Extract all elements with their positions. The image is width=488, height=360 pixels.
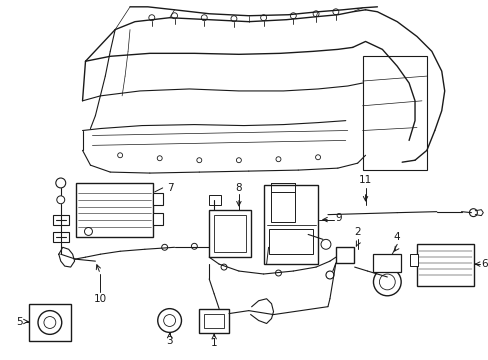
Circle shape <box>157 156 162 161</box>
Bar <box>373 254 400 272</box>
Bar <box>263 185 317 264</box>
Circle shape <box>468 209 476 217</box>
Circle shape <box>163 315 175 327</box>
Circle shape <box>315 155 320 160</box>
Bar <box>268 229 312 254</box>
Bar <box>209 195 221 205</box>
Circle shape <box>162 244 167 250</box>
Circle shape <box>57 196 64 204</box>
Bar <box>416 244 473 286</box>
Bar <box>152 193 163 205</box>
Text: 2: 2 <box>354 228 360 237</box>
Bar <box>209 210 250 257</box>
Text: 3: 3 <box>166 336 173 346</box>
Bar <box>199 309 228 333</box>
Circle shape <box>201 15 207 21</box>
Bar <box>335 247 353 263</box>
Circle shape <box>332 9 338 15</box>
Circle shape <box>158 309 181 332</box>
Circle shape <box>118 153 122 158</box>
Bar <box>270 192 295 221</box>
Text: 4: 4 <box>393 232 400 242</box>
Circle shape <box>325 271 333 279</box>
Circle shape <box>275 270 281 276</box>
Circle shape <box>373 268 400 296</box>
Circle shape <box>320 239 330 249</box>
Text: 7: 7 <box>166 183 173 193</box>
Text: 5: 5 <box>17 316 23 327</box>
Bar <box>204 314 224 328</box>
Text: 10: 10 <box>94 294 107 304</box>
Bar <box>76 183 152 237</box>
Circle shape <box>221 264 226 270</box>
Text: 6: 6 <box>480 259 487 269</box>
Circle shape <box>191 243 197 249</box>
Circle shape <box>290 13 296 19</box>
Bar <box>362 56 426 170</box>
Circle shape <box>197 158 202 163</box>
Circle shape <box>312 11 318 17</box>
Bar <box>53 215 68 225</box>
Text: 11: 11 <box>358 175 371 185</box>
Circle shape <box>379 274 394 290</box>
Circle shape <box>171 13 177 19</box>
Bar <box>214 215 245 252</box>
Bar <box>409 254 417 266</box>
Circle shape <box>236 158 241 163</box>
Circle shape <box>38 311 61 334</box>
Bar <box>152 213 163 225</box>
Circle shape <box>148 15 155 21</box>
Circle shape <box>84 228 92 235</box>
Bar <box>53 233 68 242</box>
Bar <box>29 304 70 341</box>
Circle shape <box>230 16 236 22</box>
Circle shape <box>275 157 281 162</box>
Circle shape <box>44 316 56 328</box>
Circle shape <box>260 15 266 21</box>
Text: 1: 1 <box>210 338 217 348</box>
Text: 9: 9 <box>335 213 342 222</box>
Text: 8: 8 <box>235 183 242 193</box>
Circle shape <box>56 178 65 188</box>
